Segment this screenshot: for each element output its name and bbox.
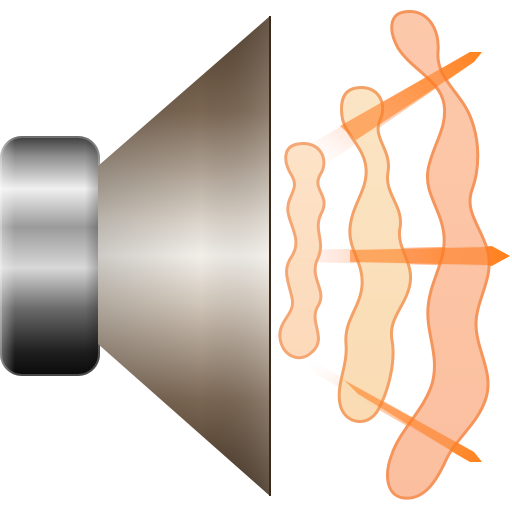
sound-wave-inner bbox=[278, 142, 326, 360]
sound-wave-outer bbox=[386, 10, 491, 500]
sound-rays-front bbox=[340, 52, 510, 462]
speaker-cone bbox=[98, 16, 271, 496]
speaker-magnet bbox=[0, 136, 100, 376]
